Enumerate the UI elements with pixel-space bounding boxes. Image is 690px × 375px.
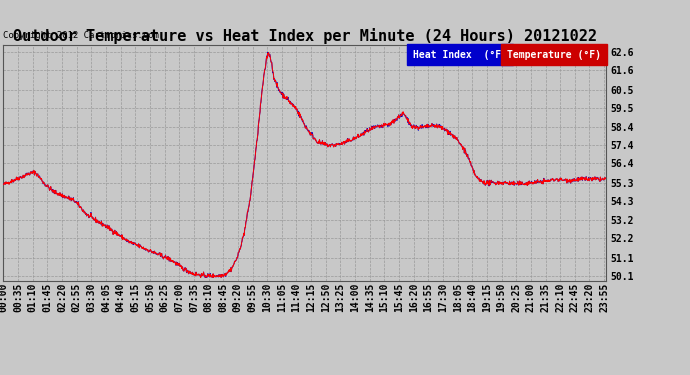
Legend: Heat Index  (°F), Temperature (°F): Heat Index (°F), Temperature (°F) bbox=[413, 50, 601, 60]
Title: Outdoor Temperature vs Heat Index per Minute (24 Hours) 20121022: Outdoor Temperature vs Heat Index per Mi… bbox=[12, 28, 597, 44]
Text: Copyright 2012 Cartronics.com: Copyright 2012 Cartronics.com bbox=[3, 31, 159, 40]
